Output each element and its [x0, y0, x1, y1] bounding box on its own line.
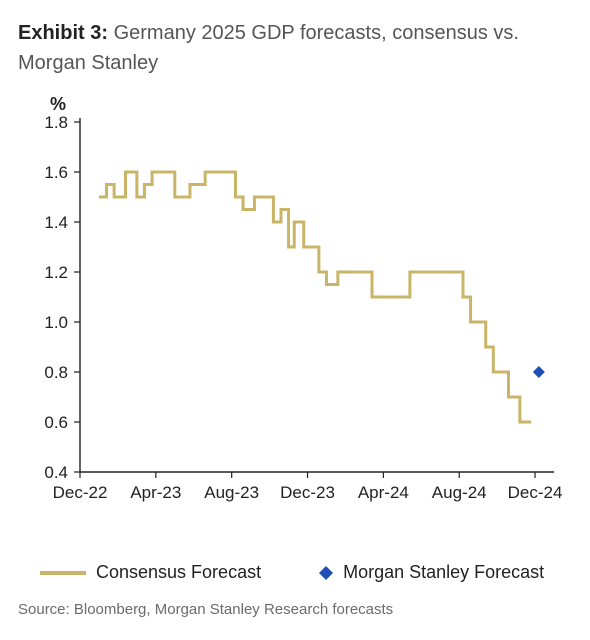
legend-swatch-line	[40, 571, 86, 575]
legend: Consensus Forecast Morgan Stanley Foreca…	[18, 562, 572, 583]
y-tick-label: 1.6	[44, 163, 68, 182]
y-tick-label: 1.4	[44, 213, 68, 232]
legend-label-consensus: Consensus Forecast	[96, 562, 261, 583]
exhibit-label: Exhibit 3:	[18, 22, 108, 44]
x-tick-label: Dec-22	[53, 483, 108, 502]
source-text: Source: Bloomberg, Morgan Stanley Resear…	[18, 601, 572, 618]
y-tick-label: 1.2	[44, 263, 68, 282]
legend-swatch-diamond	[319, 566, 333, 580]
chart-svg: % 0.4 0.6 0.8 1.0 1.2 1.4 1.6 1.8 Dec-22 Apr-23 Aug…	[18, 88, 572, 508]
chart: % 0.4 0.6 0.8 1.0 1.2 1.4 1.6 1.8 Dec-22 Apr-23 Aug…	[18, 88, 572, 558]
y-tick-label: 1.8	[44, 113, 68, 132]
series-ms-point	[533, 366, 545, 378]
x-tick-label: Dec-24	[508, 483, 563, 502]
y-tick-label: 1.0	[44, 313, 68, 332]
x-tick-label: Aug-23	[204, 483, 259, 502]
series-consensus	[99, 172, 531, 422]
y-axis-unit: %	[50, 94, 66, 114]
x-tick-label: Aug-24	[432, 483, 487, 502]
y-tick-label: 0.6	[44, 413, 68, 432]
y-tick-label: 0.8	[44, 363, 68, 382]
exhibit-header: Exhibit 3: Germany 2025 GDP forecasts, c…	[18, 18, 572, 78]
legend-label-ms: Morgan Stanley Forecast	[343, 562, 544, 583]
x-tick-label: Apr-23	[130, 483, 181, 502]
x-tick-label: Apr-24	[358, 483, 409, 502]
x-tick-label: Dec-23	[280, 483, 335, 502]
y-tick-label: 0.4	[44, 463, 68, 482]
